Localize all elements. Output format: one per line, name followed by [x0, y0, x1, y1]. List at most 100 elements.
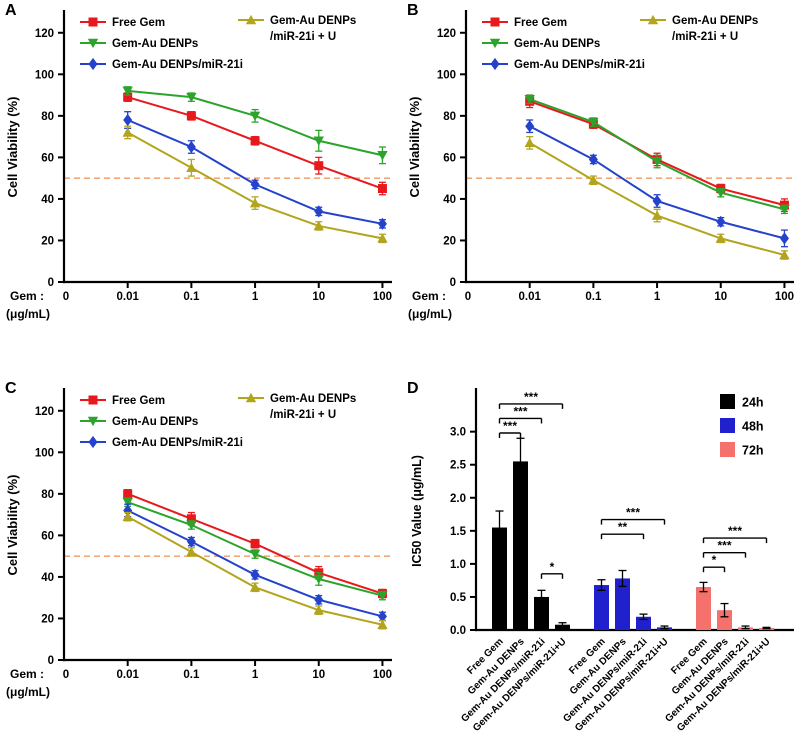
bar-48h-0 — [594, 585, 609, 630]
svg-text:1: 1 — [252, 291, 259, 303]
bar-24h-0 — [492, 527, 507, 630]
svg-text:2.0: 2.0 — [450, 493, 466, 505]
legend: Free Gem Gem-Au DENPs Gem-Au DENPs/miR-21i… — [80, 392, 356, 449]
svg-text:/miR-21i + U: /miR-21i + U — [270, 409, 336, 421]
svg-text:120: 120 — [35, 406, 54, 418]
svg-text:0.1: 0.1 — [585, 291, 602, 303]
line-chart-B: 0 20 40 60 80 100 120 0 0.01 0.1 1 10 100 Gem : (μg/mL… — [407, 10, 794, 321]
svg-text:0: 0 — [465, 291, 471, 303]
svg-text:***: *** — [717, 539, 731, 553]
svg-text:0.01: 0.01 — [116, 669, 139, 681]
significance-brackets: ********************** — [498, 390, 768, 579]
svg-text:Gem :: Gem : — [10, 667, 44, 681]
bar-chart-D: 0.0 0.5 1.0 1.5 2.0 2.5 3.0 IC50 Value (μg/mL) F… — [410, 388, 794, 734]
svg-text:0.0: 0.0 — [450, 625, 466, 637]
svg-text:10: 10 — [312, 669, 325, 681]
panel-d-label: D — [407, 380, 419, 397]
series-gem-au-denps-mir-21i-u — [122, 125, 388, 244]
svg-text:**: ** — [618, 520, 628, 534]
svg-text:10: 10 — [714, 291, 727, 303]
svg-text:100: 100 — [373, 669, 392, 681]
svg-text:60: 60 — [41, 152, 54, 164]
legend: 24h 48h 72h — [720, 394, 764, 458]
svg-text:100: 100 — [437, 69, 456, 81]
svg-text:0.01: 0.01 — [518, 291, 541, 303]
svg-text:Gem-Au DENPs: Gem-Au DENPs — [112, 38, 198, 50]
series-gem-au-denps-mir-21i-u — [122, 511, 388, 630]
svg-text:Gem-Au DENPs/miR-21i: Gem-Au DENPs/miR-21i — [663, 636, 751, 724]
svg-text:Gem-Au DENPs/miR-21i: Gem-Au DENPs/miR-21i — [561, 636, 649, 724]
svg-text:100: 100 — [35, 69, 54, 81]
svg-text:1: 1 — [654, 291, 661, 303]
svg-text:*: * — [550, 560, 555, 574]
svg-text:Gem :: Gem : — [412, 289, 446, 303]
svg-text:60: 60 — [41, 530, 54, 542]
panel-a-chart: 0 20 40 60 80 100 120 0 0.01 0.1 1 10 100 Gem : (μg/mL… — [5, 10, 392, 321]
svg-text:***: *** — [513, 404, 527, 418]
axes: 0 20 40 60 80 100 120 0 0.01 0.1 1 10 100 Gem : (μg/mL… — [5, 388, 392, 699]
svg-text:Free Gem: Free Gem — [514, 17, 567, 29]
svg-text:/miR-21i + U: /miR-21i + U — [672, 31, 738, 43]
svg-text:80: 80 — [41, 111, 54, 123]
series-gem-au-denps-mir-21i-u — [524, 135, 790, 260]
svg-text:0: 0 — [450, 277, 456, 289]
svg-text:0.01: 0.01 — [116, 291, 139, 303]
bar-72h-0 — [696, 587, 711, 630]
panel-d: D 0.0 0.5 1.0 1.5 2.0 2.5 3.0 IC50 Value (μg/mL… — [402, 378, 802, 755]
svg-text:***: *** — [728, 524, 742, 538]
svg-text:/miR-21i + U: /miR-21i + U — [270, 31, 336, 43]
panel-c-label: C — [5, 380, 17, 397]
svg-text:Gem-Au DENPs: Gem-Au DENPs — [672, 15, 758, 27]
bar-24h-3 — [555, 624, 570, 630]
series-free-gem — [123, 92, 387, 196]
line-chart-A: 0 20 40 60 80 100 120 0 0.01 0.1 1 10 100 Gem : (μg/mL… — [5, 10, 392, 321]
panel-c: C 0 20 40 60 80 100 120 0 0.01 0.1 1 10 100 Gem : (μg/… — [0, 378, 400, 755]
svg-text:40: 40 — [41, 572, 54, 584]
svg-text:1.5: 1.5 — [450, 526, 467, 538]
panel-d-chart: 0.0 0.5 1.0 1.5 2.0 2.5 3.0 IC50 Value (μg/mL) F… — [410, 388, 794, 734]
legend-swatch-48h — [720, 418, 735, 433]
svg-text:100: 100 — [35, 447, 54, 459]
svg-text:20: 20 — [443, 235, 456, 247]
svg-text:Free Gem: Free Gem — [112, 17, 165, 29]
series-gem-au-denps-mir-21i — [525, 119, 789, 248]
svg-text:(μg/mL): (μg/mL) — [408, 307, 452, 321]
series-gem-au-denps — [524, 94, 790, 215]
series-gem-au-denps — [122, 86, 388, 165]
svg-text:0: 0 — [63, 291, 69, 303]
svg-text:Cell Viability (%): Cell Viability (%) — [5, 475, 20, 576]
series-gem-au-denps-mir-21i — [123, 503, 387, 623]
svg-text:Cell Viability (%): Cell Viability (%) — [5, 97, 20, 198]
svg-text:0: 0 — [63, 669, 69, 681]
svg-text:120: 120 — [35, 28, 54, 40]
panel-b: B 0 20 40 60 80 100 120 0 0.01 0.1 1 10 100 Gem : (μg/… — [402, 0, 802, 377]
panel-a-label: A — [5, 2, 17, 19]
svg-text:Gem-Au DENPs/miR-21i: Gem-Au DENPs/miR-21i — [514, 59, 645, 71]
svg-text:Free Gem: Free Gem — [112, 395, 165, 407]
bar-24h-2 — [534, 596, 549, 630]
legend-swatch-24h — [720, 394, 735, 409]
svg-text:20: 20 — [41, 235, 54, 247]
svg-text:***: *** — [626, 506, 640, 520]
svg-text:Gem :: Gem : — [10, 289, 44, 303]
legend-swatch-72h — [720, 442, 735, 457]
svg-text:***: *** — [524, 390, 538, 404]
panel-b-chart: 0 20 40 60 80 100 120 0 0.01 0.1 1 10 100 Gem : (μg/mL… — [407, 10, 794, 321]
legend: Free Gem Gem-Au DENPs Gem-Au DENPs/miR-21i… — [482, 14, 758, 71]
svg-text:40: 40 — [443, 194, 456, 206]
svg-text:80: 80 — [41, 489, 54, 501]
bar-48h-1 — [615, 578, 630, 630]
svg-text:60: 60 — [443, 152, 456, 164]
axes: 0 20 40 60 80 100 120 0 0.01 0.1 1 10 100 Gem : (μg/mL… — [407, 10, 794, 321]
svg-text:Gem-Au DENPs/miR-21i: Gem-Au DENPs/miR-21i — [112, 59, 243, 71]
bar-48h-2 — [636, 616, 651, 630]
svg-text:40: 40 — [41, 194, 54, 206]
svg-text:***: *** — [503, 419, 517, 433]
panel-a: A 0 20 40 60 80 100 120 0 0.01 0.1 1 10 100 Gem : (μg/… — [0, 0, 400, 377]
svg-text:(μg/mL): (μg/mL) — [6, 307, 50, 321]
svg-text:0: 0 — [48, 277, 54, 289]
bar-72h-1 — [717, 610, 732, 630]
svg-text:0.1: 0.1 — [183, 291, 200, 303]
